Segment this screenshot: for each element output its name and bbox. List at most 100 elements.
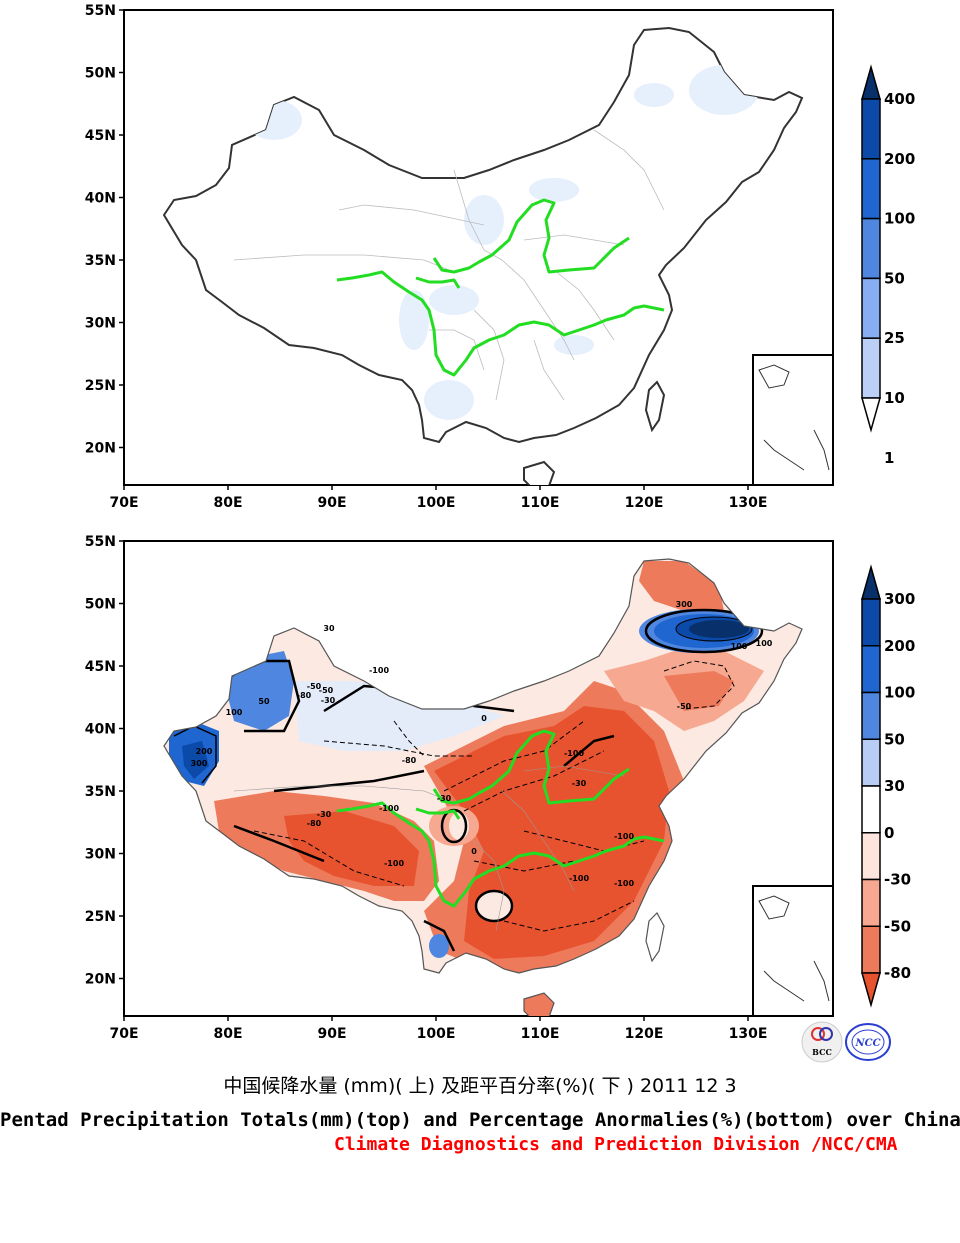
top-colorbar: 400 200 100 50 25 10 1: [861, 64, 915, 467]
contour-label: -80: [307, 819, 322, 828]
contour-labels: -100-100-100-100-100-100-100-80-80-80-50…: [191, 600, 773, 888]
lat-tick-label: 30N: [85, 847, 116, 863]
contour-label: 30: [323, 624, 335, 633]
lon-tick-label: 90E: [317, 495, 346, 511]
colorbar-bin: [861, 98, 881, 160]
lon-tick-label: 130E: [729, 495, 768, 511]
lon-tick-label: 70E: [109, 495, 138, 511]
colorbar-lower-triangle: [861, 397, 881, 433]
contour-label: -30: [321, 696, 336, 705]
contour-label: -30: [437, 794, 452, 803]
lat-tick-label: 20N: [85, 441, 116, 457]
lon-tick-label: 110E: [521, 495, 560, 511]
colorbar-label: -30: [884, 871, 911, 889]
lat-tick-label: 35N: [85, 784, 116, 800]
contour-label: -30: [317, 810, 332, 819]
contour-label: -100: [569, 874, 589, 883]
scs-inset: [752, 354, 833, 485]
lon-tick-label: 120E: [625, 495, 664, 511]
scs-inset-bottom: [752, 885, 833, 1016]
colorbar-bin: [861, 158, 881, 220]
colorbar-label: 200: [884, 637, 915, 655]
lat-tick-label: 40N: [85, 191, 116, 207]
contour-label: 100: [756, 639, 773, 648]
top-lon-labels: 70E 80E 90E 100E 110E 120E 130E: [109, 485, 767, 511]
svg-text:NCC: NCC: [854, 1038, 880, 1049]
lat-tick-label: 25N: [85, 909, 116, 925]
contour-label: -30: [572, 779, 587, 788]
lat-tick-label: 50N: [85, 66, 116, 82]
colorbar-bin: [861, 337, 881, 399]
colorbar-lower-triangle: [861, 972, 881, 1008]
contour-label: 0: [471, 847, 477, 856]
colorbar-bin: [861, 925, 881, 974]
contour-label: 0: [481, 714, 487, 723]
lat-tick-label: 45N: [85, 659, 116, 675]
lon-tick-label: 130E: [729, 1026, 768, 1042]
contour-label: -80: [402, 756, 417, 765]
colorbar-label: 1: [884, 449, 894, 467]
contour-label: 200: [196, 747, 213, 756]
colorbar-bin: [861, 645, 881, 694]
colorbar-bin: [861, 738, 881, 787]
contour-label: -100: [369, 666, 389, 675]
lon-tick-label: 80E: [213, 1026, 242, 1042]
lon-tick-label: 110E: [521, 1026, 560, 1042]
colorbar-label: 300: [884, 590, 915, 608]
colorbar-bin: [861, 217, 881, 280]
caption-credit: Climate Diagnostics and Prediction Divis…: [334, 1134, 898, 1155]
top-map: [123, 9, 834, 486]
contour-label: -50: [319, 686, 334, 695]
contour-label: -100: [564, 749, 584, 758]
colorbar-label: 50: [884, 269, 905, 287]
colorbar-label: 200: [884, 150, 915, 168]
colorbar-bin: [861, 878, 881, 927]
contour-label: -50: [677, 702, 692, 711]
colorbar-label: 10: [884, 389, 905, 407]
contour-label: -100: [379, 804, 399, 813]
bottom-map: -100-100-100-100-100-100-100-80-80-80-50…: [123, 540, 834, 1017]
svg-text:BCC: BCC: [812, 1047, 832, 1057]
colorbar-label: 400: [884, 90, 915, 108]
colorbar-label: -80: [884, 964, 911, 982]
colorbar-bin: [861, 832, 881, 881]
lon-tick-label: 100E: [417, 1026, 456, 1042]
colorbar-label: 25: [884, 329, 905, 347]
bottom-lat-labels: 55N 50N 45N 40N 35N 30N 25N 20N: [85, 534, 124, 988]
ncc-logo: NCC: [845, 1023, 891, 1061]
colorbar-bin: [861, 598, 881, 647]
lon-tick-label: 120E: [625, 1026, 664, 1042]
contour-label: -100: [614, 832, 634, 841]
lon-tick-label: 80E: [213, 495, 242, 511]
lat-tick-label: 45N: [85, 128, 116, 144]
caption-chinese: 中国候降水量 (mm)( 上) 及距平百分率(%)( 下 ) 2011 12 3: [223, 1075, 737, 1097]
lat-tick-label: 55N: [85, 3, 116, 19]
lat-tick-label: 40N: [85, 722, 116, 738]
contour-label: -50: [307, 682, 322, 691]
colorbar-bin: [861, 691, 881, 740]
contour-label: 100: [731, 642, 748, 651]
colorbar-bin: [861, 277, 881, 339]
bcc-logo: BCC: [801, 1021, 843, 1063]
colorbar-bin: [861, 785, 881, 834]
colorbar-upper-triangle: [861, 64, 881, 100]
lat-tick-label: 25N: [85, 378, 116, 394]
colorbar-upper-triangle: [861, 564, 881, 600]
contour-label: 300: [676, 600, 693, 609]
contour-label: -100: [614, 879, 634, 888]
lat-tick-label: 35N: [85, 253, 116, 269]
contour-label: 50: [258, 697, 270, 706]
lon-tick-label: 90E: [317, 1026, 346, 1042]
colorbar-label: 0: [884, 824, 894, 842]
lon-tick-label: 100E: [417, 495, 456, 511]
lat-tick-label: 50N: [85, 597, 116, 613]
colorbar-label: 50: [884, 730, 905, 748]
caption-english: Pentad Precipitation Totals(mm)(top) and…: [0, 1109, 960, 1131]
lat-tick-label: 55N: [85, 534, 116, 550]
contour-label: -100: [384, 859, 404, 868]
colorbar-label: 100: [884, 684, 915, 702]
colorbar-label: 100: [884, 210, 915, 228]
bottom-lon-labels: 70E 80E 90E 100E 110E 120E 130E: [109, 1016, 767, 1042]
